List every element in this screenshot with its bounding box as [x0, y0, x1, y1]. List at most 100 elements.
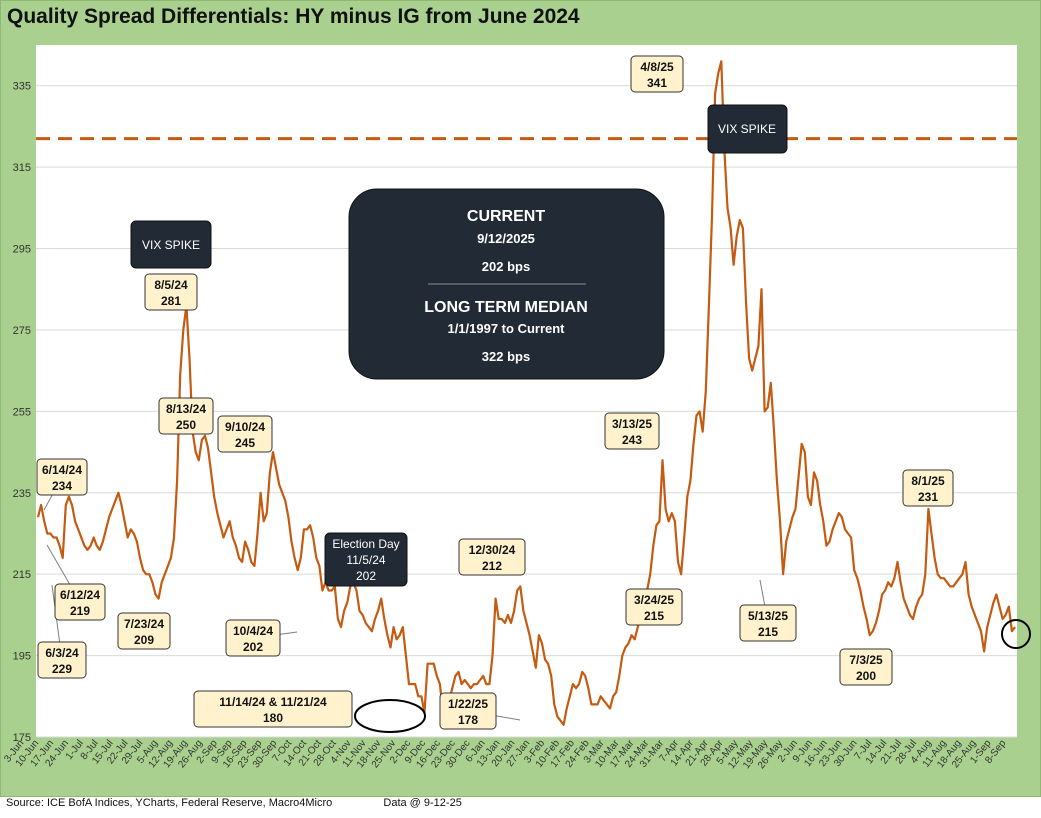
- election-line1: Election Day: [332, 537, 399, 551]
- callout-box: [225, 619, 281, 657]
- callout-date: 5/13/25: [748, 609, 788, 623]
- callout-date: 7/3/25: [849, 653, 883, 667]
- series-line: [36, 60, 1016, 726]
- callout-box: [117, 612, 171, 650]
- callout-date: 12/30/24: [469, 543, 516, 557]
- callout-5: 8/13/24 250: [158, 397, 214, 435]
- callout-3: 7/23/24 209: [117, 612, 171, 650]
- callout-value: 281: [161, 294, 181, 308]
- callout-box: [54, 583, 106, 621]
- current-highlight-circle: [1001, 619, 1031, 649]
- chart-svg: 175 195 215 235 255 275 295 315 335 3-Jun10-Jun1…: [2, 45, 1031, 772]
- callout-box: [144, 273, 198, 311]
- callout-box: [439, 692, 497, 730]
- callout-16: 8/1/25 231: [902, 469, 954, 507]
- callout-2: 6/14/24 234: [36, 458, 88, 496]
- data-date-text: Data @ 9-12-25: [383, 797, 462, 809]
- callout-box: [902, 469, 954, 507]
- callout-value: 231: [918, 490, 938, 504]
- callout-box: [458, 538, 526, 576]
- callout-value: 209: [134, 633, 154, 647]
- y-tick-label: 295: [13, 244, 31, 256]
- election-line3: 202: [356, 569, 376, 583]
- callout-date: 6/12/24: [60, 588, 100, 602]
- median-heading: LONG TERM MEDIAN: [424, 299, 588, 316]
- y-tick-label: 275: [13, 325, 31, 337]
- callout-10: 1/22/25 178: [439, 692, 497, 730]
- callout-box: [36, 458, 88, 496]
- callout-14: 5/13/25 215: [739, 604, 797, 642]
- election-line2: 11/5/24: [346, 553, 385, 567]
- callout-box: [604, 412, 660, 450]
- callout-value: 200: [856, 669, 876, 683]
- callout-value: 178: [458, 713, 478, 727]
- callout-value: 180: [263, 711, 283, 725]
- callout-value: 202: [243, 640, 263, 654]
- callout-box: [217, 415, 273, 453]
- y-tick-label: 335: [13, 81, 31, 93]
- callout-8: 11/14/24 & 11/21/24 180: [193, 690, 353, 728]
- callout-date: 4/8/25: [640, 60, 674, 74]
- callout-date: 10/4/24: [233, 624, 273, 638]
- y-tick-label: 315: [13, 162, 31, 174]
- vix-spike-box-2025: VIX SPIKE: [707, 104, 788, 154]
- source-text: Source: ICE BofA Indices, YCharts, Feder…: [6, 797, 333, 809]
- callout-date: 11/14/24 & 11/21/24: [219, 695, 327, 709]
- callout-value: 219: [70, 604, 90, 618]
- callout-15: 7/3/25 200: [839, 648, 893, 686]
- callout-value: 229: [52, 662, 72, 676]
- callouts: 6/3/24 229 6/12/24 219 6/14/24 234 7/23/24 209 8…: [36, 55, 954, 730]
- x-axis-ticks: 3-Jun10-Jun17-Jun24-Jun1-Jul8-Jul15-Jul2…: [2, 738, 1008, 772]
- footer: Source: ICE BofA Indices, YCharts, Feder…: [6, 797, 462, 809]
- callout-4: 8/5/24 281: [144, 273, 198, 311]
- vix-spike-label: VIX SPIKE: [718, 122, 776, 136]
- election-day-box: Election Day 11/5/24 202: [324, 532, 408, 587]
- current-date: 9/12/2025: [477, 231, 535, 246]
- y-tick-label: 255: [13, 406, 31, 418]
- low-highlight-ellipse: [354, 699, 426, 733]
- callout-date: 6/3/24: [45, 646, 79, 660]
- callout-box: [193, 690, 353, 728]
- callout-date: 1/22/25: [448, 697, 488, 711]
- callout-box: [839, 648, 893, 686]
- callout-value: 215: [758, 625, 778, 639]
- y-tick-label: 195: [13, 651, 31, 663]
- callout-value: 341: [647, 76, 667, 90]
- callout-value: 234: [52, 479, 72, 493]
- callout-value: 212: [482, 559, 502, 573]
- callout-1: 6/12/24 219: [54, 583, 106, 621]
- median-range: 1/1/1997 to Current: [447, 321, 565, 336]
- callout-box: [625, 588, 683, 626]
- callout-value: 243: [622, 433, 642, 447]
- callout-box: [739, 604, 797, 642]
- vix-spike-label: VIX SPIKE: [142, 238, 200, 252]
- callout-date: 8/5/24: [154, 278, 188, 292]
- callout-7: 10/4/24 202: [225, 619, 281, 657]
- callout-date: 6/14/24: [42, 463, 82, 477]
- callout-0: 6/3/24 229: [37, 641, 87, 679]
- y-tick-label: 235: [13, 488, 31, 500]
- callout-13: 4/8/25 341: [630, 55, 684, 93]
- callout-value: 250: [176, 418, 196, 432]
- callout-box: [158, 397, 214, 435]
- callout-box: [630, 55, 684, 93]
- callout-box: [37, 641, 87, 679]
- callout-value: 245: [235, 436, 255, 450]
- callout-6: 9/10/24 245: [217, 415, 273, 453]
- y-tick-label: 175: [13, 732, 31, 744]
- callout-11: 3/13/25 243: [604, 412, 660, 450]
- y-tick-label: 215: [13, 569, 31, 581]
- callout-date: 9/10/24: [225, 420, 265, 434]
- callout-12: 3/24/25 215: [625, 588, 683, 626]
- callout-date: 7/23/24: [124, 617, 164, 631]
- callout-value: 215: [644, 609, 664, 623]
- callout-9: 12/30/24 212: [458, 538, 526, 576]
- median-value: 322 bps: [482, 349, 530, 364]
- chart-title: Quality Spread Differentials: HY minus I…: [7, 5, 580, 28]
- vix-spike-box-2024: VIX SPIKE: [130, 220, 212, 269]
- current-value: 202 bps: [482, 259, 530, 274]
- callout-date: 8/13/24: [166, 402, 206, 416]
- callout-date: 3/13/25: [612, 417, 652, 431]
- summary-box: CURRENT 9/12/2025 202 bps LONG TERM MEDI…: [348, 188, 665, 380]
- current-heading: CURRENT: [467, 208, 545, 225]
